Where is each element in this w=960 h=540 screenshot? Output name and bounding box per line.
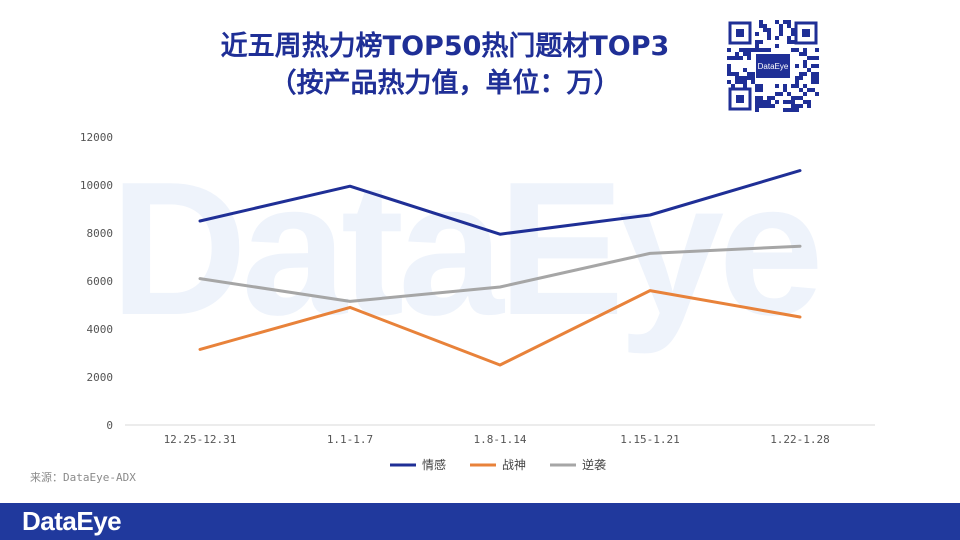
watermark: DataEye bbox=[110, 143, 824, 355]
y-tick-label: 4000 bbox=[87, 323, 114, 336]
source-note: 来源：DataEye-ADX bbox=[30, 471, 136, 484]
series-line-2 bbox=[198, 289, 802, 367]
qr-logo-text: DataEye bbox=[758, 62, 789, 71]
chart-title-line2: （按产品热力值，单位：万） bbox=[269, 68, 621, 99]
y-tick-label: 8000 bbox=[87, 227, 114, 240]
x-tick-label: 1.22-1.28 bbox=[770, 433, 830, 446]
x-tick-label: 12.25-12.31 bbox=[164, 433, 237, 446]
qr-code: DataEye bbox=[727, 20, 819, 112]
series-line-1 bbox=[198, 169, 802, 236]
x-tick-label: 1.15-1.21 bbox=[620, 433, 680, 446]
y-tick-label: 6000 bbox=[87, 275, 114, 288]
y-tick-label: 12000 bbox=[80, 131, 113, 144]
footer-logo: DataEye bbox=[22, 506, 122, 536]
chart-title: 近五周热力榜TOP50热门题材TOP3 （按产品热力值，单位：万） bbox=[180, 28, 710, 102]
y-tick-label: 2000 bbox=[87, 371, 114, 384]
legend-label: 情感 bbox=[422, 457, 446, 472]
x-tick-label: 1.1-1.7 bbox=[327, 433, 373, 446]
line-chart: 0 2000 4000 6000 8000 10000 12000 12.25-12.31 1… bbox=[80, 131, 875, 472]
series-line-3 bbox=[198, 244, 802, 303]
footer-bar: DataEye bbox=[0, 503, 960, 540]
y-tick-label: 10000 bbox=[80, 179, 113, 192]
chart-title-line1: 近五周热力榜TOP50热门题材TOP3 bbox=[220, 31, 670, 62]
legend-label: 逆袭 bbox=[582, 457, 606, 472]
y-tick-label: 0 bbox=[106, 419, 113, 432]
legend-label: 战神 bbox=[502, 458, 526, 472]
x-tick-label: 1.8-1.14 bbox=[474, 433, 527, 446]
